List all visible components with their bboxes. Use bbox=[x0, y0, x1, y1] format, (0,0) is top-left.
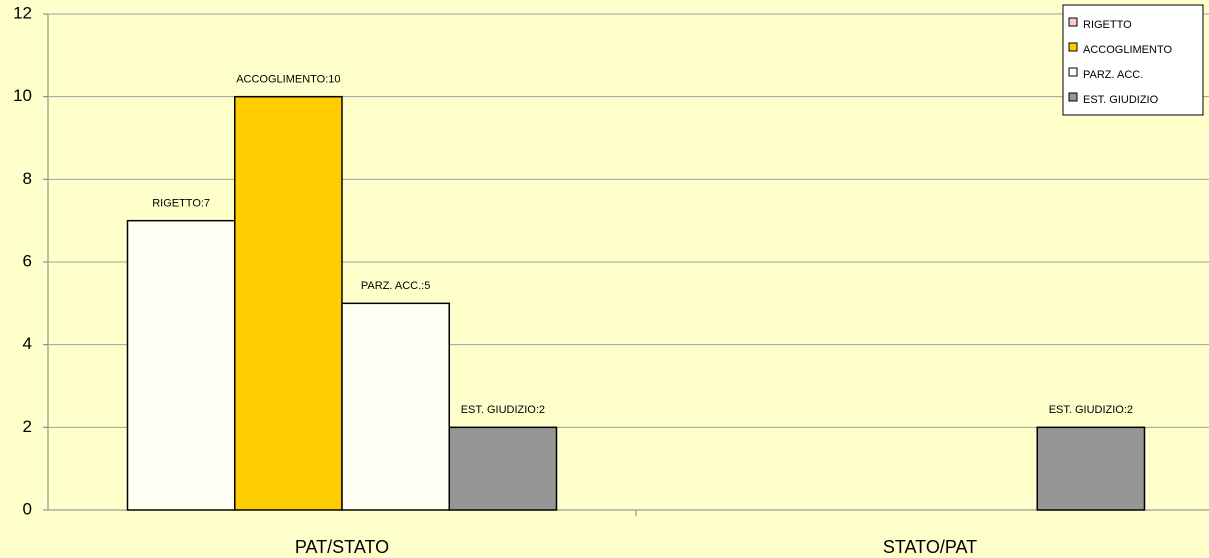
y-tick-label: 4 bbox=[23, 334, 32, 353]
y-tick-label: 12 bbox=[13, 3, 32, 22]
y-tick-label: 10 bbox=[13, 86, 32, 105]
bar bbox=[234, 95, 343, 511]
y-tick-label: 0 bbox=[23, 499, 32, 518]
y-tick-label: 2 bbox=[23, 417, 32, 436]
legend-label: ACCOGLIMENTO bbox=[1083, 44, 1172, 56]
value-label: RIGETTO:7 bbox=[152, 198, 210, 210]
value-label: PARZ. ACC.:5 bbox=[361, 280, 430, 292]
legend-label: RIGETTO bbox=[1083, 19, 1132, 31]
legend-box bbox=[1062, 4, 1204, 116]
value-label: ACCOGLIMENTO:10 bbox=[236, 74, 340, 86]
y-tick-label: 6 bbox=[23, 251, 32, 270]
value-label: EST. GIUDIZIO:2 bbox=[1049, 404, 1133, 416]
legend-label: PARZ. ACC. bbox=[1083, 69, 1143, 81]
x-tick-label: STATO/PAT bbox=[883, 537, 977, 557]
legend-label: EST. GIUDIZIO bbox=[1083, 94, 1159, 106]
bar bbox=[448, 426, 558, 511]
bar bbox=[1036, 426, 1146, 511]
y-tick-label: 8 bbox=[23, 169, 32, 188]
legend-swatch bbox=[1068, 17, 1078, 27]
value-label: EST. GIUDIZIO:2 bbox=[461, 404, 545, 416]
legend-swatch bbox=[1068, 67, 1078, 77]
legend-swatch bbox=[1068, 92, 1078, 102]
x-tick-label: PAT/STATO bbox=[295, 537, 389, 557]
bar bbox=[126, 219, 236, 511]
legend-swatch bbox=[1068, 42, 1078, 52]
bar bbox=[341, 302, 450, 511]
